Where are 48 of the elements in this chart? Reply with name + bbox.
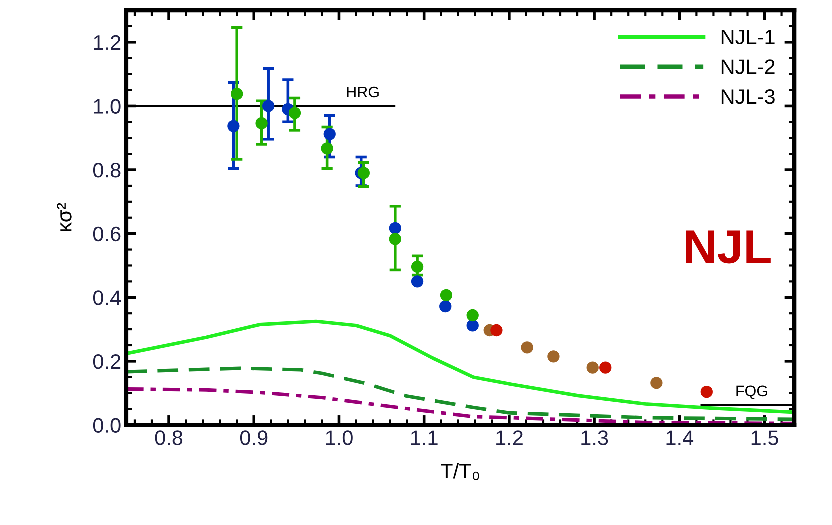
line-series [126,366,795,422]
point [548,350,560,363]
y-tick-label: 1.2 [94,35,121,50]
point [358,167,370,180]
x-tick-label: 0.8 [155,430,183,446]
point [586,362,599,374]
point [440,289,453,302]
legend-label: NJL-1 [722,30,775,45]
point [256,117,268,130]
y-tick-label: 0.0 [93,418,121,434]
annotation: NJL [686,230,771,264]
point [389,233,402,246]
annotation: FQG [736,386,768,400]
point [288,107,302,120]
x-tick-label: 1.4 [666,430,694,446]
legend-label: NJL-3 [722,89,775,104]
x-tick-label: 1.1 [411,430,438,446]
x-axis-title: T/T₀ [441,463,480,480]
point [600,362,612,374]
point [228,120,240,132]
annotation: HRG [347,86,379,98]
x-tick-label: 0.9 [240,430,268,446]
x-tick-label: 1.5 [752,430,778,446]
legend-label: NJL-2 [722,60,775,74]
point [466,309,479,322]
y-tick-label: 1.0 [94,99,121,114]
point [700,386,713,398]
point [231,88,244,100]
y-axis-title: κσ² [57,203,72,232]
x-tick-label: 1.2 [496,430,523,446]
y-tick-label: 0.8 [93,163,121,178]
point [490,324,503,337]
point [466,320,479,332]
y-tick-label: 0.4 [93,290,121,306]
x-tick-label: 1.3 [582,430,608,446]
y-tick-label: 0.2 [93,354,121,370]
point [389,222,402,234]
point [324,128,336,140]
point [521,342,534,354]
point [411,276,424,288]
point [321,142,334,155]
x-tick-label: 1.0 [326,430,353,446]
point [650,377,663,390]
line-series [126,320,795,414]
point [411,260,424,274]
point [440,300,452,313]
y-tick-label: 0.6 [93,226,121,242]
point [262,100,275,112]
